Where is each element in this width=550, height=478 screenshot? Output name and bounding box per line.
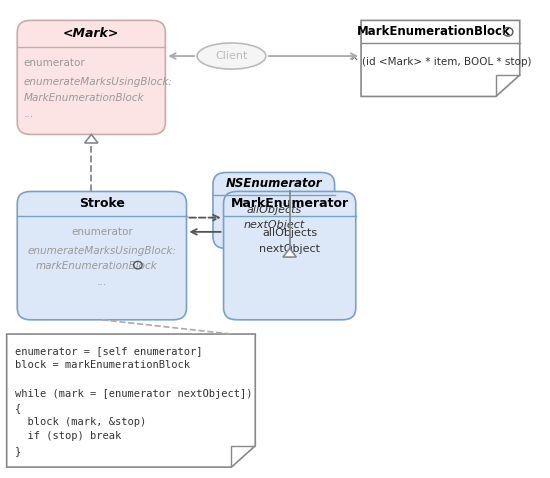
Text: MarkEnumerationBlock: MarkEnumerationBlock [24,93,144,103]
FancyBboxPatch shape [223,192,356,320]
Text: while (mark = [enumerator nextObject]): while (mark = [enumerator nextObject]) [15,389,252,399]
Text: block (mark, &stop): block (mark, &stop) [15,417,146,427]
Text: enumerator: enumerator [71,227,133,237]
Text: Client: Client [215,51,248,61]
Text: enumerator: enumerator [24,58,85,68]
Text: nextObject: nextObject [259,244,320,254]
FancyBboxPatch shape [17,192,186,320]
Polygon shape [7,334,255,467]
Polygon shape [283,249,296,257]
Text: {: { [15,403,21,413]
Text: }: } [15,445,21,456]
Text: enumerateMarksUsingBlock:: enumerateMarksUsingBlock: [28,246,177,256]
Text: ^ (id <Mark> * item, BOOL * stop): ^ (id <Mark> * item, BOOL * stop) [350,56,531,66]
Text: enumerator = [self enumerator]: enumerator = [self enumerator] [15,346,202,356]
Text: ...: ... [97,277,107,287]
Text: enumerateMarksUsingBlock:: enumerateMarksUsingBlock: [24,77,173,87]
Text: MarkEnumerator: MarkEnumerator [230,197,349,210]
Text: if (stop) break: if (stop) break [15,432,121,442]
Text: allObjects: allObjects [246,205,301,215]
Ellipse shape [197,43,266,69]
Text: nextObject: nextObject [243,220,304,230]
Text: MarkEnumerationBlock: MarkEnumerationBlock [357,25,511,38]
Text: block = markEnumerationBlock: block = markEnumerationBlock [15,360,190,370]
Text: Stroke: Stroke [79,197,125,210]
Text: allObjects: allObjects [262,228,317,238]
Text: <Mark>: <Mark> [63,27,119,40]
Text: markEnumerationBlock: markEnumerationBlock [36,261,157,272]
Polygon shape [85,134,98,143]
Text: NSEnumerator: NSEnumerator [226,177,322,190]
Text: ...: ... [24,109,34,119]
Polygon shape [361,21,520,97]
FancyBboxPatch shape [17,21,166,134]
FancyBboxPatch shape [213,173,334,249]
